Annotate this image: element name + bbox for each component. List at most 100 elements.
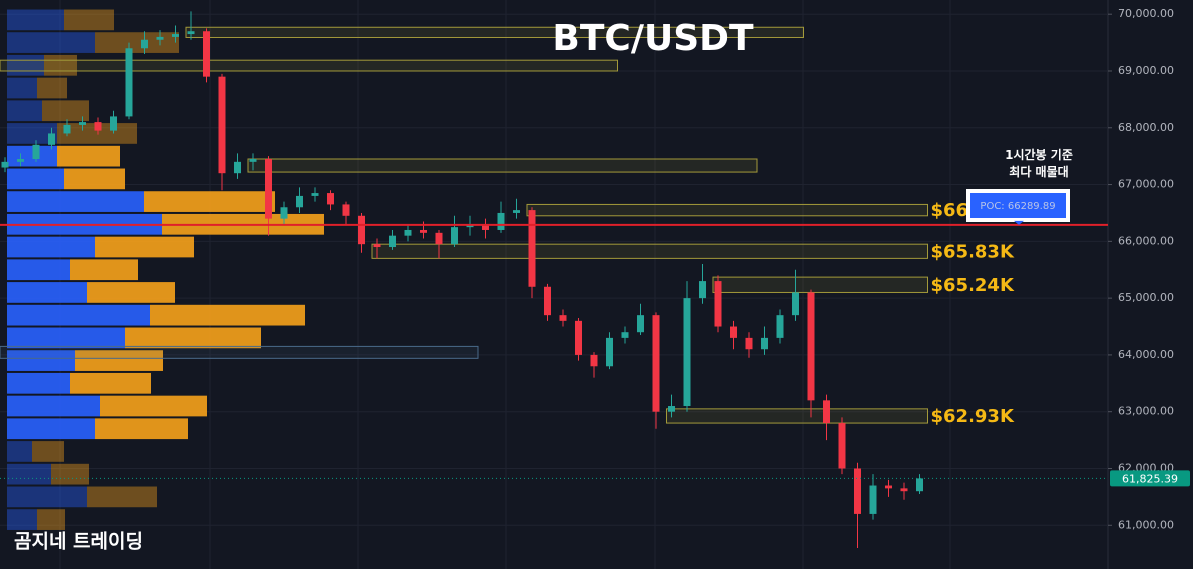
candle-body bbox=[358, 215, 365, 245]
candle-body bbox=[513, 210, 520, 213]
zone bbox=[371, 243, 928, 259]
candle-body bbox=[342, 204, 350, 216]
candle-body bbox=[249, 159, 257, 162]
zone-label: $62.93K bbox=[931, 406, 1015, 427]
poc-pointer bbox=[1014, 220, 1024, 225]
profile-sell bbox=[87, 486, 157, 508]
y-tick-label: 66,000.00 bbox=[1118, 234, 1174, 247]
profile-sell bbox=[57, 145, 120, 167]
profile-buy bbox=[7, 395, 100, 417]
profile-buy bbox=[7, 100, 42, 122]
chart-title: BTC/USDT bbox=[552, 18, 754, 59]
profile-buy bbox=[7, 441, 32, 462]
last-price-label: 61,825.39 bbox=[1122, 472, 1178, 485]
candle-body bbox=[885, 485, 892, 489]
profile-buy bbox=[7, 418, 95, 440]
profile-buy bbox=[7, 304, 150, 326]
candle-body bbox=[730, 326, 737, 338]
candle-body bbox=[497, 212, 505, 230]
profile-sell bbox=[32, 441, 64, 462]
profile-sell bbox=[37, 77, 67, 99]
profile-sell bbox=[100, 395, 207, 417]
candle-body bbox=[141, 39, 148, 49]
zone bbox=[185, 26, 804, 38]
candle-body bbox=[296, 195, 303, 208]
profile-sell bbox=[95, 236, 194, 258]
candle-body bbox=[559, 315, 567, 321]
y-tick-label: 63,000.00 bbox=[1118, 405, 1174, 418]
candle-body bbox=[900, 488, 908, 492]
profile-sell bbox=[75, 350, 163, 371]
profile-sell bbox=[95, 32, 179, 53]
profile-sell bbox=[70, 259, 138, 281]
candle-body bbox=[234, 161, 241, 174]
y-tick-label: 69,000.00 bbox=[1118, 64, 1174, 77]
candle-body bbox=[389, 235, 396, 248]
candle-body bbox=[683, 298, 691, 407]
candle-body bbox=[544, 286, 551, 316]
candle-body bbox=[451, 227, 458, 245]
profile-buy bbox=[7, 32, 95, 53]
candle-body bbox=[745, 337, 753, 350]
y-tick-label: 68,000.00 bbox=[1118, 121, 1174, 134]
candle-body bbox=[807, 292, 815, 401]
profile-buy bbox=[7, 9, 64, 31]
candle-body bbox=[280, 207, 288, 219]
zone bbox=[526, 203, 928, 217]
candle-body bbox=[1, 161, 9, 168]
last-price-tag bbox=[1110, 470, 1190, 487]
zone bbox=[247, 158, 758, 173]
profile-buy bbox=[7, 145, 57, 167]
profile-sell bbox=[70, 372, 151, 394]
poc-box bbox=[970, 193, 1066, 218]
candle-body bbox=[63, 124, 71, 134]
candle-body bbox=[79, 122, 86, 125]
candle-body bbox=[125, 48, 133, 117]
candle-body bbox=[187, 31, 195, 35]
profile-sell bbox=[51, 463, 89, 485]
profile-sell bbox=[150, 304, 305, 326]
profile-buy bbox=[7, 463, 51, 485]
profile-buy bbox=[7, 77, 37, 99]
candle-body bbox=[652, 315, 660, 412]
profile-sell bbox=[37, 509, 65, 530]
y-tick-label: 64,000.00 bbox=[1118, 348, 1174, 361]
candle-body bbox=[172, 34, 179, 37]
profile-sell bbox=[42, 100, 89, 122]
candle-body bbox=[606, 337, 613, 367]
candle-body bbox=[699, 281, 706, 299]
candle-body bbox=[404, 229, 412, 236]
candle-body bbox=[435, 232, 443, 245]
zone bbox=[0, 345, 479, 359]
y-tick-label: 65,000.00 bbox=[1118, 291, 1174, 304]
profile-buy bbox=[7, 123, 57, 144]
candle-body bbox=[94, 122, 102, 131]
time-grid bbox=[59, 0, 951, 569]
candle-body bbox=[714, 281, 722, 327]
profile-sell bbox=[64, 168, 125, 190]
profile-buy bbox=[7, 259, 70, 281]
zone-label: $65.24K bbox=[931, 275, 1015, 296]
candle-body bbox=[575, 320, 582, 355]
candle-body bbox=[823, 400, 830, 424]
candle-body bbox=[218, 76, 226, 174]
candle-body bbox=[621, 332, 629, 338]
candle-body bbox=[761, 337, 768, 350]
profile-buy bbox=[7, 486, 87, 508]
candle-body bbox=[668, 406, 675, 412]
candle-body bbox=[637, 315, 644, 333]
candle-body bbox=[32, 144, 40, 160]
candle-body bbox=[916, 478, 923, 492]
candle-body bbox=[327, 193, 334, 205]
profile-buy bbox=[7, 372, 70, 394]
profile-sell bbox=[95, 418, 188, 440]
profile-buy bbox=[7, 509, 37, 530]
candle-body bbox=[482, 224, 489, 230]
profile-buy bbox=[7, 168, 64, 190]
candle-body bbox=[776, 315, 784, 338]
annotation: 1시간봉 기준 최다 매물대 bbox=[1005, 147, 1073, 179]
candle-body bbox=[373, 244, 381, 248]
watermark: 곰지네 트레이딩 bbox=[14, 531, 143, 553]
candle-body bbox=[528, 210, 536, 287]
